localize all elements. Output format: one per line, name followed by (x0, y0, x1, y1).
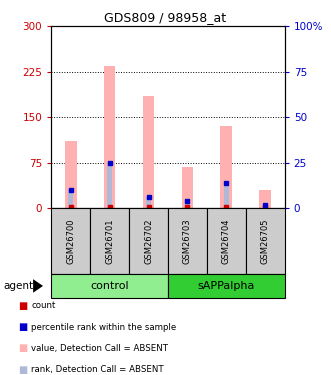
Bar (146, 197, 151, 208)
Bar (107, 163, 112, 208)
Text: sAPPalpha: sAPPalpha (198, 281, 255, 291)
Bar (65, 141, 76, 208)
Text: GSM26705: GSM26705 (261, 218, 270, 264)
Text: percentile rank within the sample: percentile rank within the sample (31, 322, 177, 332)
Text: ■: ■ (18, 301, 27, 310)
Bar (224, 183, 229, 208)
Text: GDS809 / 98958_at: GDS809 / 98958_at (105, 11, 226, 24)
Text: GSM26703: GSM26703 (183, 218, 192, 264)
Text: ■: ■ (18, 365, 27, 375)
Text: ■: ■ (18, 322, 27, 332)
Text: rank, Detection Call = ABSENT: rank, Detection Call = ABSENT (31, 365, 164, 374)
Text: ■: ■ (18, 344, 27, 353)
Bar (182, 167, 193, 208)
Text: GSM26702: GSM26702 (144, 218, 153, 264)
Text: control: control (90, 281, 129, 291)
Bar (68, 190, 73, 208)
Bar (104, 66, 116, 208)
Bar (220, 126, 232, 208)
Text: agent: agent (3, 281, 33, 291)
Bar (260, 190, 271, 208)
Bar (262, 205, 268, 208)
Text: GSM26704: GSM26704 (222, 218, 231, 264)
Bar (185, 201, 190, 208)
Bar (143, 96, 154, 208)
Text: GSM26701: GSM26701 (105, 218, 114, 264)
Text: count: count (31, 301, 56, 310)
Text: value, Detection Call = ABSENT: value, Detection Call = ABSENT (31, 344, 168, 353)
Text: GSM26700: GSM26700 (66, 218, 75, 264)
